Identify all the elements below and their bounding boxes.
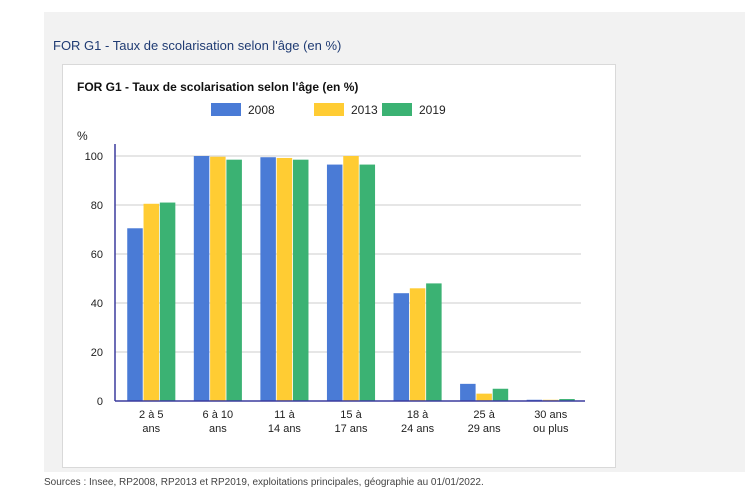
chart-card: FOR G1 - Taux de scolarisation selon l'â… — [62, 64, 616, 468]
legend-label: 2019 — [419, 103, 446, 117]
x-tick-label: 18 à — [407, 409, 429, 421]
y-tick-label: 0 — [97, 396, 103, 408]
legend-label: 2013 — [351, 103, 378, 117]
bar-2008 — [260, 157, 276, 401]
bars — [127, 156, 575, 401]
x-tick-label: 25 à — [473, 409, 495, 421]
y-tick-label: 40 — [91, 298, 103, 310]
bar-2013 — [276, 157, 293, 401]
x-tick-label: 15 à — [340, 409, 362, 421]
y-tick-label: 60 — [91, 249, 103, 261]
legend-swatch — [314, 103, 344, 116]
x-tick-label: 14 ans — [268, 423, 302, 435]
legend-item-2008: 2008 — [211, 103, 275, 117]
x-tick-label: ans — [209, 423, 227, 435]
x-tick-label: 11 à — [274, 409, 295, 421]
axes — [114, 144, 585, 402]
legend-label: 2008 — [248, 103, 275, 117]
y-axis-unit-label: % — [77, 129, 88, 143]
y-axis-ticks: 0 20 40 60 80 100 — [85, 151, 103, 408]
x-tick-label: 30 ans — [534, 409, 568, 421]
legend-item-2019: 2019 — [382, 103, 446, 117]
bar-2013 — [210, 156, 226, 401]
bar-2019 — [426, 283, 442, 401]
bar-2013 — [143, 203, 160, 401]
bar-chart: FOR G1 - Taux de scolarisation selon l'â… — [77, 80, 585, 435]
x-tick-label: 2 à 5 — [139, 409, 163, 421]
sources-note: Sources : Insee, RP2008, RP2013 et RP201… — [44, 477, 484, 488]
bar-2008 — [127, 228, 143, 401]
chart-legend: 2008 2013 2019 — [211, 103, 446, 117]
y-tick-label: 20 — [91, 347, 103, 359]
legend-item-2013: 2013 — [314, 103, 378, 117]
y-tick-label: 100 — [85, 151, 103, 163]
legend-swatch — [211, 103, 241, 116]
bar-2019 — [559, 399, 575, 401]
bar-2008 — [193, 156, 210, 401]
bar-2019 — [359, 164, 376, 401]
y-tick-label: 80 — [91, 200, 103, 212]
bar-2008 — [460, 383, 476, 401]
bar-2008 — [326, 164, 343, 401]
legend-swatch — [382, 103, 412, 116]
bar-2019 — [226, 159, 242, 401]
bar-2013 — [476, 393, 492, 401]
x-tick-label: ans — [142, 423, 160, 435]
panel-title: FOR G1 - Taux de scolarisation selon l'â… — [53, 38, 342, 53]
bar-2013 — [409, 288, 426, 401]
x-tick-label: ou plus — [533, 423, 569, 435]
x-tick-label: 29 ans — [468, 423, 502, 435]
bar-2019 — [492, 388, 509, 401]
bar-2019 — [159, 202, 176, 401]
bar-2008 — [393, 293, 410, 401]
x-axis-ticks: 2 à 5 ans 6 à 10 ans 11 à 14 ans 15 à 17 ans 18 … — [139, 409, 569, 435]
x-tick-label: 24 ans — [401, 423, 435, 435]
bar-2019 — [292, 159, 309, 401]
x-tick-label: 6 à 10 — [203, 409, 234, 421]
chart-title: FOR G1 - Taux de scolarisation selon l'â… — [77, 80, 358, 94]
x-tick-label: 17 ans — [334, 423, 368, 435]
bar-2013 — [343, 156, 359, 401]
